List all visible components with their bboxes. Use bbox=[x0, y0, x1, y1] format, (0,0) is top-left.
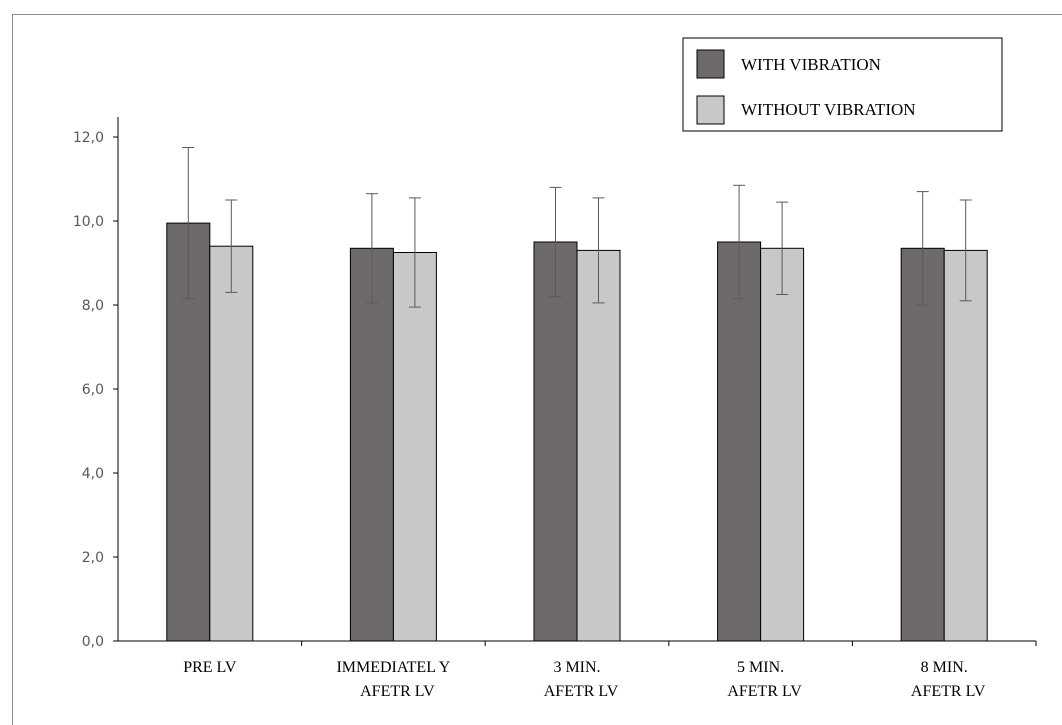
category-label: PRE LV bbox=[183, 659, 237, 676]
chart-frame bbox=[12, 14, 1062, 725]
y-tick-label: 4,0 bbox=[82, 466, 104, 482]
bar-with-vibration bbox=[349, 247, 394, 642]
legend-swatch-without-vibration bbox=[696, 95, 725, 125]
y-tick-label: 8,0 bbox=[82, 298, 104, 314]
legend-label-with-vibration: WITH VIBRATION bbox=[741, 55, 881, 74]
y-tick-label: 6,0 bbox=[82, 382, 104, 398]
category-label: 5 MIN. bbox=[737, 659, 784, 676]
category-label: AFETR LV bbox=[911, 683, 986, 700]
bar-without-vibration bbox=[943, 249, 988, 642]
y-tick-label: 10,0 bbox=[73, 214, 104, 230]
bar-without-vibration bbox=[760, 247, 805, 642]
error-bars bbox=[182, 147, 972, 308]
bar-with-vibration bbox=[717, 241, 762, 642]
bar-without-vibration bbox=[392, 252, 437, 642]
category-label: AFETR LV bbox=[360, 683, 435, 700]
bar-without-vibration bbox=[576, 249, 621, 642]
legend-swatch-with-vibration bbox=[696, 49, 725, 79]
legend: WITH VIBRATION WITHOUT VIBRATION bbox=[682, 37, 1003, 132]
category-labels: PRE LV IMMEDIATEL Y AFETR LV 3 MIN. AFETR LV… bbox=[183, 659, 986, 700]
category-label: AFETR LV bbox=[727, 683, 802, 700]
bar-without-vibration bbox=[209, 245, 254, 642]
y-tick-label: 0,0 bbox=[82, 634, 104, 650]
axes: 0,0 2,0 4,0 6,0 8,0 10,0 12,0 bbox=[73, 117, 1037, 650]
category-label: AFETR LV bbox=[544, 683, 619, 700]
category-label: IMMEDIATEL Y bbox=[336, 659, 450, 676]
bars bbox=[166, 222, 988, 642]
bar-with-vibration bbox=[533, 241, 578, 642]
legend-box bbox=[682, 37, 1003, 132]
bar-with-vibration bbox=[900, 247, 945, 642]
category-label: 8 MIN. bbox=[921, 659, 968, 676]
y-tick-label: 2,0 bbox=[82, 550, 104, 566]
legend-label-without-vibration: WITHOUT VIBRATION bbox=[741, 100, 916, 119]
y-tick-label: 12,0 bbox=[73, 130, 104, 146]
category-label: 3 MIN. bbox=[553, 659, 600, 676]
